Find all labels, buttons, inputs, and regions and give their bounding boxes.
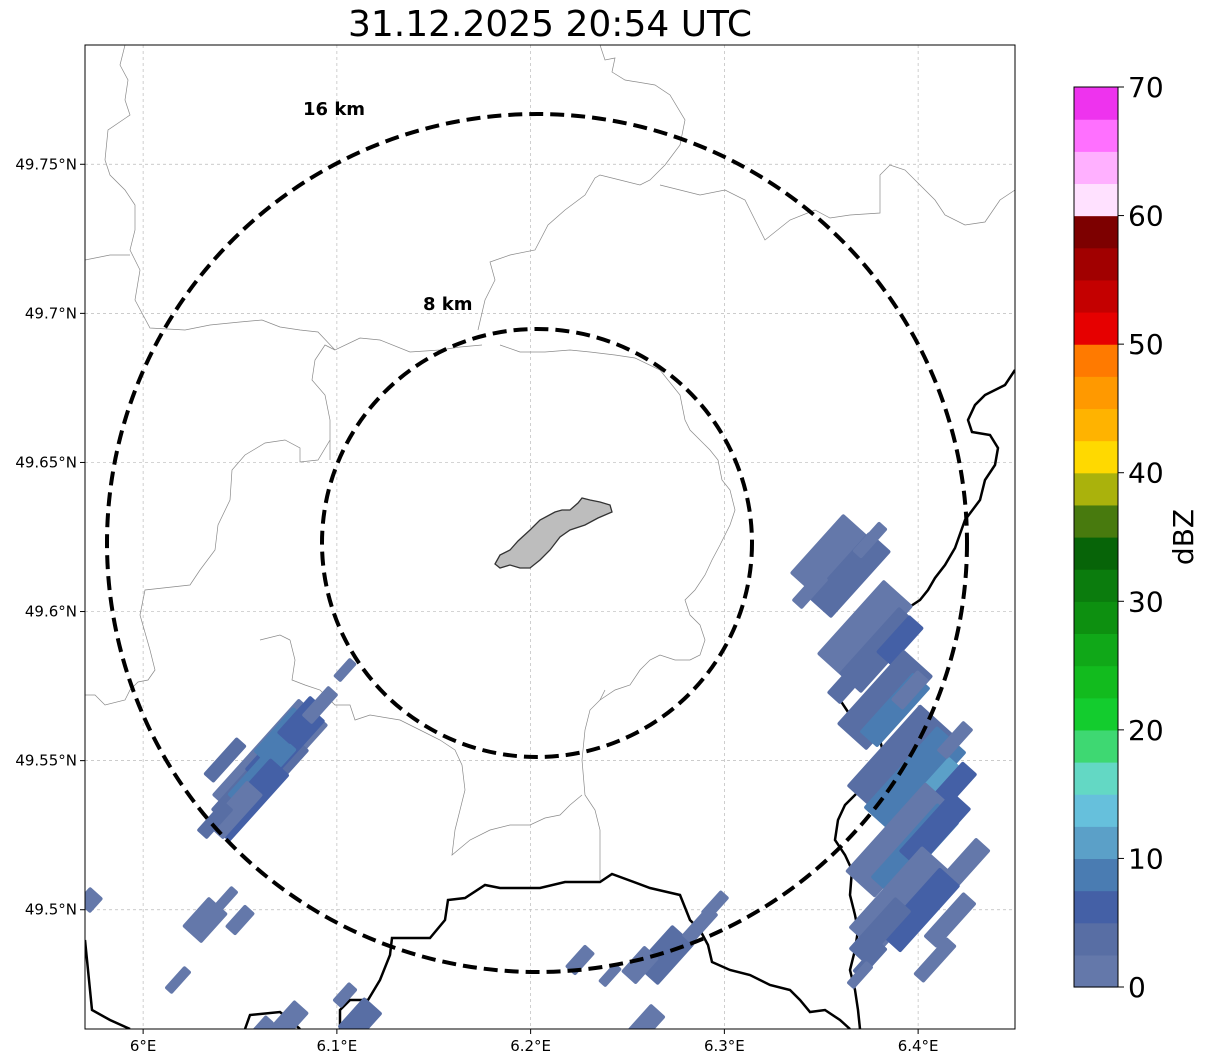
- lon-tick-label: 6.2°E: [510, 1037, 551, 1055]
- radar-echo: [338, 997, 382, 1029]
- colorbar-tick-label: 60: [1128, 200, 1164, 233]
- radar-echo: [937, 721, 973, 759]
- map-axes: 49.75°N 49.7°N 49.65°N 49.6°N 49.55°N 49.5°N 6…: [15, 155, 938, 1055]
- radar-echo: [891, 670, 929, 710]
- radar-echo: [625, 1004, 665, 1029]
- range-ring-16km: [105, 112, 969, 974]
- colorbar-segment: [1074, 215, 1118, 249]
- map-frame: [84, 44, 1016, 1030]
- colorbar-segment: [1074, 858, 1118, 892]
- colorbar-segment: [1074, 826, 1118, 860]
- lon-tick-label: 6.1°E: [316, 1037, 357, 1055]
- radar-echo: [837, 650, 933, 750]
- radar-echo: [845, 782, 955, 898]
- colorbar-tick-label: 0: [1128, 971, 1146, 1004]
- colorbar-segment: [1074, 408, 1118, 442]
- radar-echo: [899, 792, 971, 868]
- lat-tick-label: 49.6°N: [25, 603, 77, 621]
- radar-echo: [827, 656, 873, 704]
- radar-echo: [598, 963, 622, 987]
- colorbar-segment: [1074, 151, 1118, 185]
- radar-echo: [333, 658, 357, 682]
- lon-tick-label: 6.3°E: [704, 1037, 745, 1055]
- radar-echo: [261, 1000, 309, 1029]
- radar-echo: [852, 521, 888, 559]
- radar-echo: [85, 887, 103, 913]
- radar-echo: [621, 946, 659, 984]
- radar-echo: [302, 686, 338, 724]
- colorbar-segment: [1074, 890, 1118, 924]
- radar-echo: [924, 892, 976, 948]
- colorbar-segment: [1074, 183, 1118, 217]
- colorbar-tick-label: 50: [1128, 328, 1164, 361]
- radar-echo: [847, 961, 873, 989]
- colorbar-frame: [1073, 86, 1119, 988]
- map-title: 31.12.2025 20:54 UTC: [347, 4, 753, 45]
- colorbar-segment: [1074, 247, 1118, 281]
- colorbar-segment: [1074, 87, 1118, 120]
- city-polygon: [494, 497, 613, 569]
- colorbar-label: dBZ: [1167, 509, 1200, 565]
- lon-tick-label: 6.4°E: [898, 1037, 939, 1055]
- colorbar-segment: [1074, 697, 1118, 731]
- colorbar-segment: [1074, 762, 1118, 795]
- range-ring-8km: [320, 327, 754, 759]
- lon-tick-label: 6°E: [130, 1037, 157, 1055]
- range-ring-8km-label: 8 km: [423, 294, 473, 315]
- colorbar-tick-label: 20: [1128, 714, 1164, 747]
- radar-echo: [880, 868, 960, 952]
- radar-echo: [849, 897, 911, 963]
- radar-echo: [565, 944, 595, 976]
- range-ring-16km-label: 16 km: [303, 99, 365, 120]
- radar-echo: [197, 801, 233, 839]
- radar-echoes: [85, 514, 991, 1029]
- radar-echo: [246, 1015, 274, 1029]
- colorbar-tick-label: 40: [1128, 457, 1164, 490]
- radar-echo: [333, 982, 357, 1008]
- colorbar-segment: [1074, 569, 1118, 602]
- colorbar-segment: [1074, 633, 1118, 667]
- radar-echo: [225, 904, 255, 936]
- colorbar-segment: [1074, 119, 1118, 152]
- radar-echo: [913, 937, 957, 983]
- colorbar-segment: [1074, 729, 1118, 763]
- colorbar-segment: [1074, 312, 1118, 345]
- colorbar-segment: [1074, 665, 1118, 699]
- radar-echo: [876, 615, 924, 665]
- colorbar-segment: [1074, 279, 1118, 313]
- lat-tick-label: 49.75°N: [15, 155, 77, 173]
- radar-echo: [165, 966, 191, 994]
- colorbar-segment: [1074, 472, 1118, 506]
- radar-echo: [636, 925, 694, 985]
- colorbar-ticks: 0 10 20 30 40 50 60 70: [1118, 71, 1164, 1004]
- lat-tick-label: 49.7°N: [25, 304, 77, 322]
- colorbar-segment: [1074, 376, 1118, 410]
- radar-echo: [817, 580, 913, 680]
- radar-echo: [207, 781, 263, 839]
- radar-echo: [701, 890, 729, 920]
- colorbar-segment: [1074, 601, 1118, 635]
- colorbar-segment: [1074, 440, 1118, 474]
- colorbar-segment: [1074, 794, 1118, 827]
- colorbar: [1074, 87, 1118, 988]
- colorbar-segment: [1074, 504, 1118, 538]
- colorbar-tick-label: 70: [1128, 71, 1164, 104]
- radar-echo: [203, 737, 247, 783]
- lat-tick-label: 49.55°N: [15, 752, 77, 770]
- radar-echo: [847, 704, 953, 816]
- colorbar-segment: [1074, 537, 1118, 570]
- colorbar-segment: [1074, 954, 1118, 988]
- radar-echo: [809, 532, 891, 618]
- radar-echo: [212, 886, 238, 914]
- colorbar-tick-label: 30: [1128, 585, 1164, 618]
- lat-tick-label: 49.5°N: [25, 901, 77, 919]
- lat-tick-label: 49.65°N: [15, 453, 77, 471]
- colorbar-segment: [1074, 922, 1118, 956]
- colorbar-segment: [1074, 344, 1118, 377]
- radar-echo: [792, 571, 828, 609]
- colorbar-tick-label: 10: [1128, 842, 1164, 875]
